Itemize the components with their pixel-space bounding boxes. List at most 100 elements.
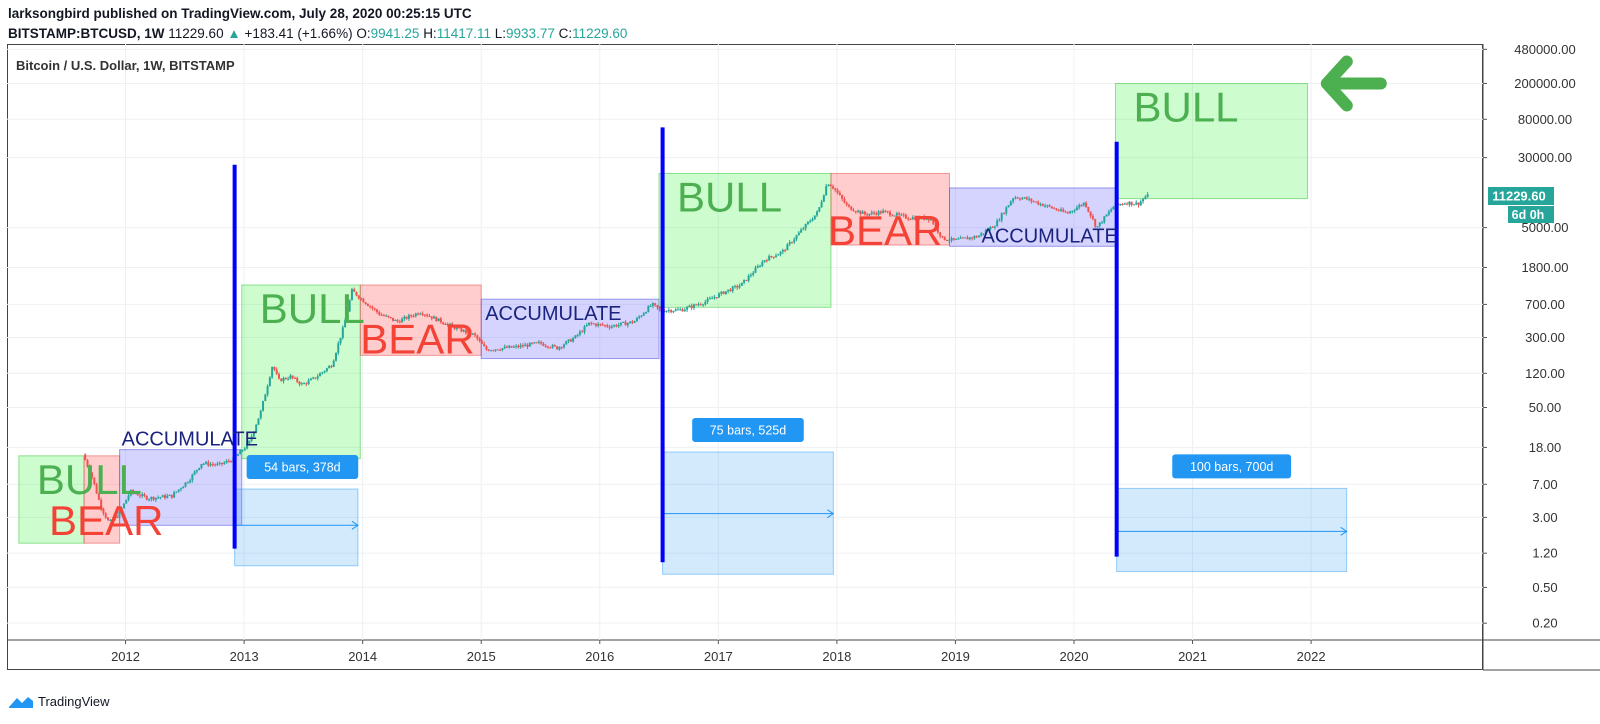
candle-body: [877, 211, 880, 215]
measure-box: [1116, 487, 1348, 573]
price-axis[interactable]: 480000.00 200000.00 80000.00 30000.00 11229.…: [1483, 42, 1576, 631]
candle-body: [1041, 203, 1044, 207]
candle-body: [708, 298, 711, 300]
candle-body: [419, 313, 422, 315]
candle-body: [1025, 197, 1028, 200]
candle-body: [1073, 210, 1076, 212]
candle-body: [1130, 201, 1133, 205]
candle-body: [236, 454, 239, 457]
candle-body: [255, 424, 258, 432]
candle-body: [120, 508, 123, 512]
candle-body: [930, 219, 933, 221]
x-tick-label: 2016: [585, 649, 614, 664]
annotations: [1320, 55, 1387, 112]
candle-body: [889, 211, 892, 216]
candle-body: [469, 331, 472, 335]
candle-body: [932, 219, 935, 225]
candle-body: [227, 460, 230, 462]
candle-body: [97, 493, 100, 500]
phase-label-accumulate: ACCUMULATE: [485, 303, 621, 325]
candle-body: [373, 308, 376, 310]
candle-body: [617, 324, 620, 327]
candle-body: [284, 377, 287, 380]
candle-body: [1101, 222, 1104, 224]
candle-body: [104, 513, 107, 518]
candle-body: [920, 216, 923, 219]
candle-body: [857, 210, 860, 212]
candle-body: [574, 335, 577, 339]
candle-body: [1037, 201, 1040, 205]
candle-body: [364, 302, 367, 304]
phase-label-bull: BULL: [1133, 84, 1238, 131]
candle-body: [490, 350, 493, 352]
close-label: C:: [558, 26, 573, 41]
time-axis[interactable]: 2012 2013 2014 2015 2016 2017 2018 2019 2020 2021…: [111, 640, 1326, 664]
candle-body: [262, 401, 265, 411]
candle-body: [1050, 206, 1053, 209]
candle-body: [852, 210, 855, 212]
candle-body: [330, 366, 333, 368]
candle-body: [1000, 213, 1003, 221]
footer-brand[interactable]: TradingView: [38, 694, 110, 709]
candle-body: [1059, 209, 1062, 211]
candle-body: [314, 377, 317, 379]
candle-body: [134, 492, 137, 494]
candle-body: [731, 286, 734, 292]
candle-body: [533, 342, 536, 344]
candle-body: [635, 317, 638, 322]
candle-body: [699, 304, 702, 306]
candle-body: [822, 195, 825, 202]
candle-body: [325, 368, 328, 372]
candle-body: [428, 315, 431, 317]
measure-arrow-head: [827, 509, 835, 519]
candle-body: [724, 291, 727, 295]
candle-body: [615, 325, 618, 327]
candle-body: [116, 516, 119, 518]
candle-body: [106, 517, 109, 521]
y-tick-label: 5000.00: [1522, 220, 1569, 235]
candle-body: [818, 207, 821, 212]
measure-label-bg: [246, 455, 359, 480]
candle-body: [173, 492, 176, 498]
candle-body: [1098, 222, 1101, 227]
candle-body: [1066, 212, 1069, 214]
candle-body: [759, 265, 762, 267]
candle-body: [357, 295, 360, 299]
candle-body: [264, 394, 267, 402]
y-tick-label: 480000.00: [1514, 42, 1575, 57]
candle-body: [537, 341, 540, 343]
y-tick-label: 30000.00: [1518, 150, 1572, 165]
candle-body: [1132, 204, 1135, 206]
high-value: 11417.11: [436, 26, 491, 41]
up-triangle-icon: ▲: [227, 26, 241, 41]
candle-body: [576, 334, 579, 336]
candle-body: [426, 314, 429, 316]
candle-body: [854, 211, 857, 213]
candle-body: [631, 321, 634, 323]
candle-body: [282, 377, 285, 382]
candle-body: [939, 232, 942, 237]
candle-body: [528, 342, 531, 347]
candle-body: [980, 233, 983, 236]
candle-body: [243, 448, 246, 451]
candle-body: [895, 213, 898, 216]
candle-body: [608, 326, 611, 328]
candle-body: [847, 204, 850, 207]
candle-body: [971, 237, 974, 239]
publish-info: larksongbird published on TradingView.co…: [8, 4, 1508, 24]
candle-body: [95, 484, 98, 494]
candle-body: [1119, 204, 1122, 206]
candle-body: [585, 325, 588, 327]
candle-body: [535, 342, 538, 344]
candle-body: [163, 495, 166, 498]
candle-body: [113, 516, 116, 520]
candle-body: [925, 218, 928, 220]
candle-body: [239, 450, 242, 455]
candle-body: [968, 237, 971, 240]
candle-body: [638, 316, 641, 318]
y-tick-label: 1800.00: [1522, 260, 1569, 275]
candle-body: [569, 339, 572, 342]
phase-box-accumulate: [480, 298, 660, 360]
candle-body: [166, 495, 169, 498]
